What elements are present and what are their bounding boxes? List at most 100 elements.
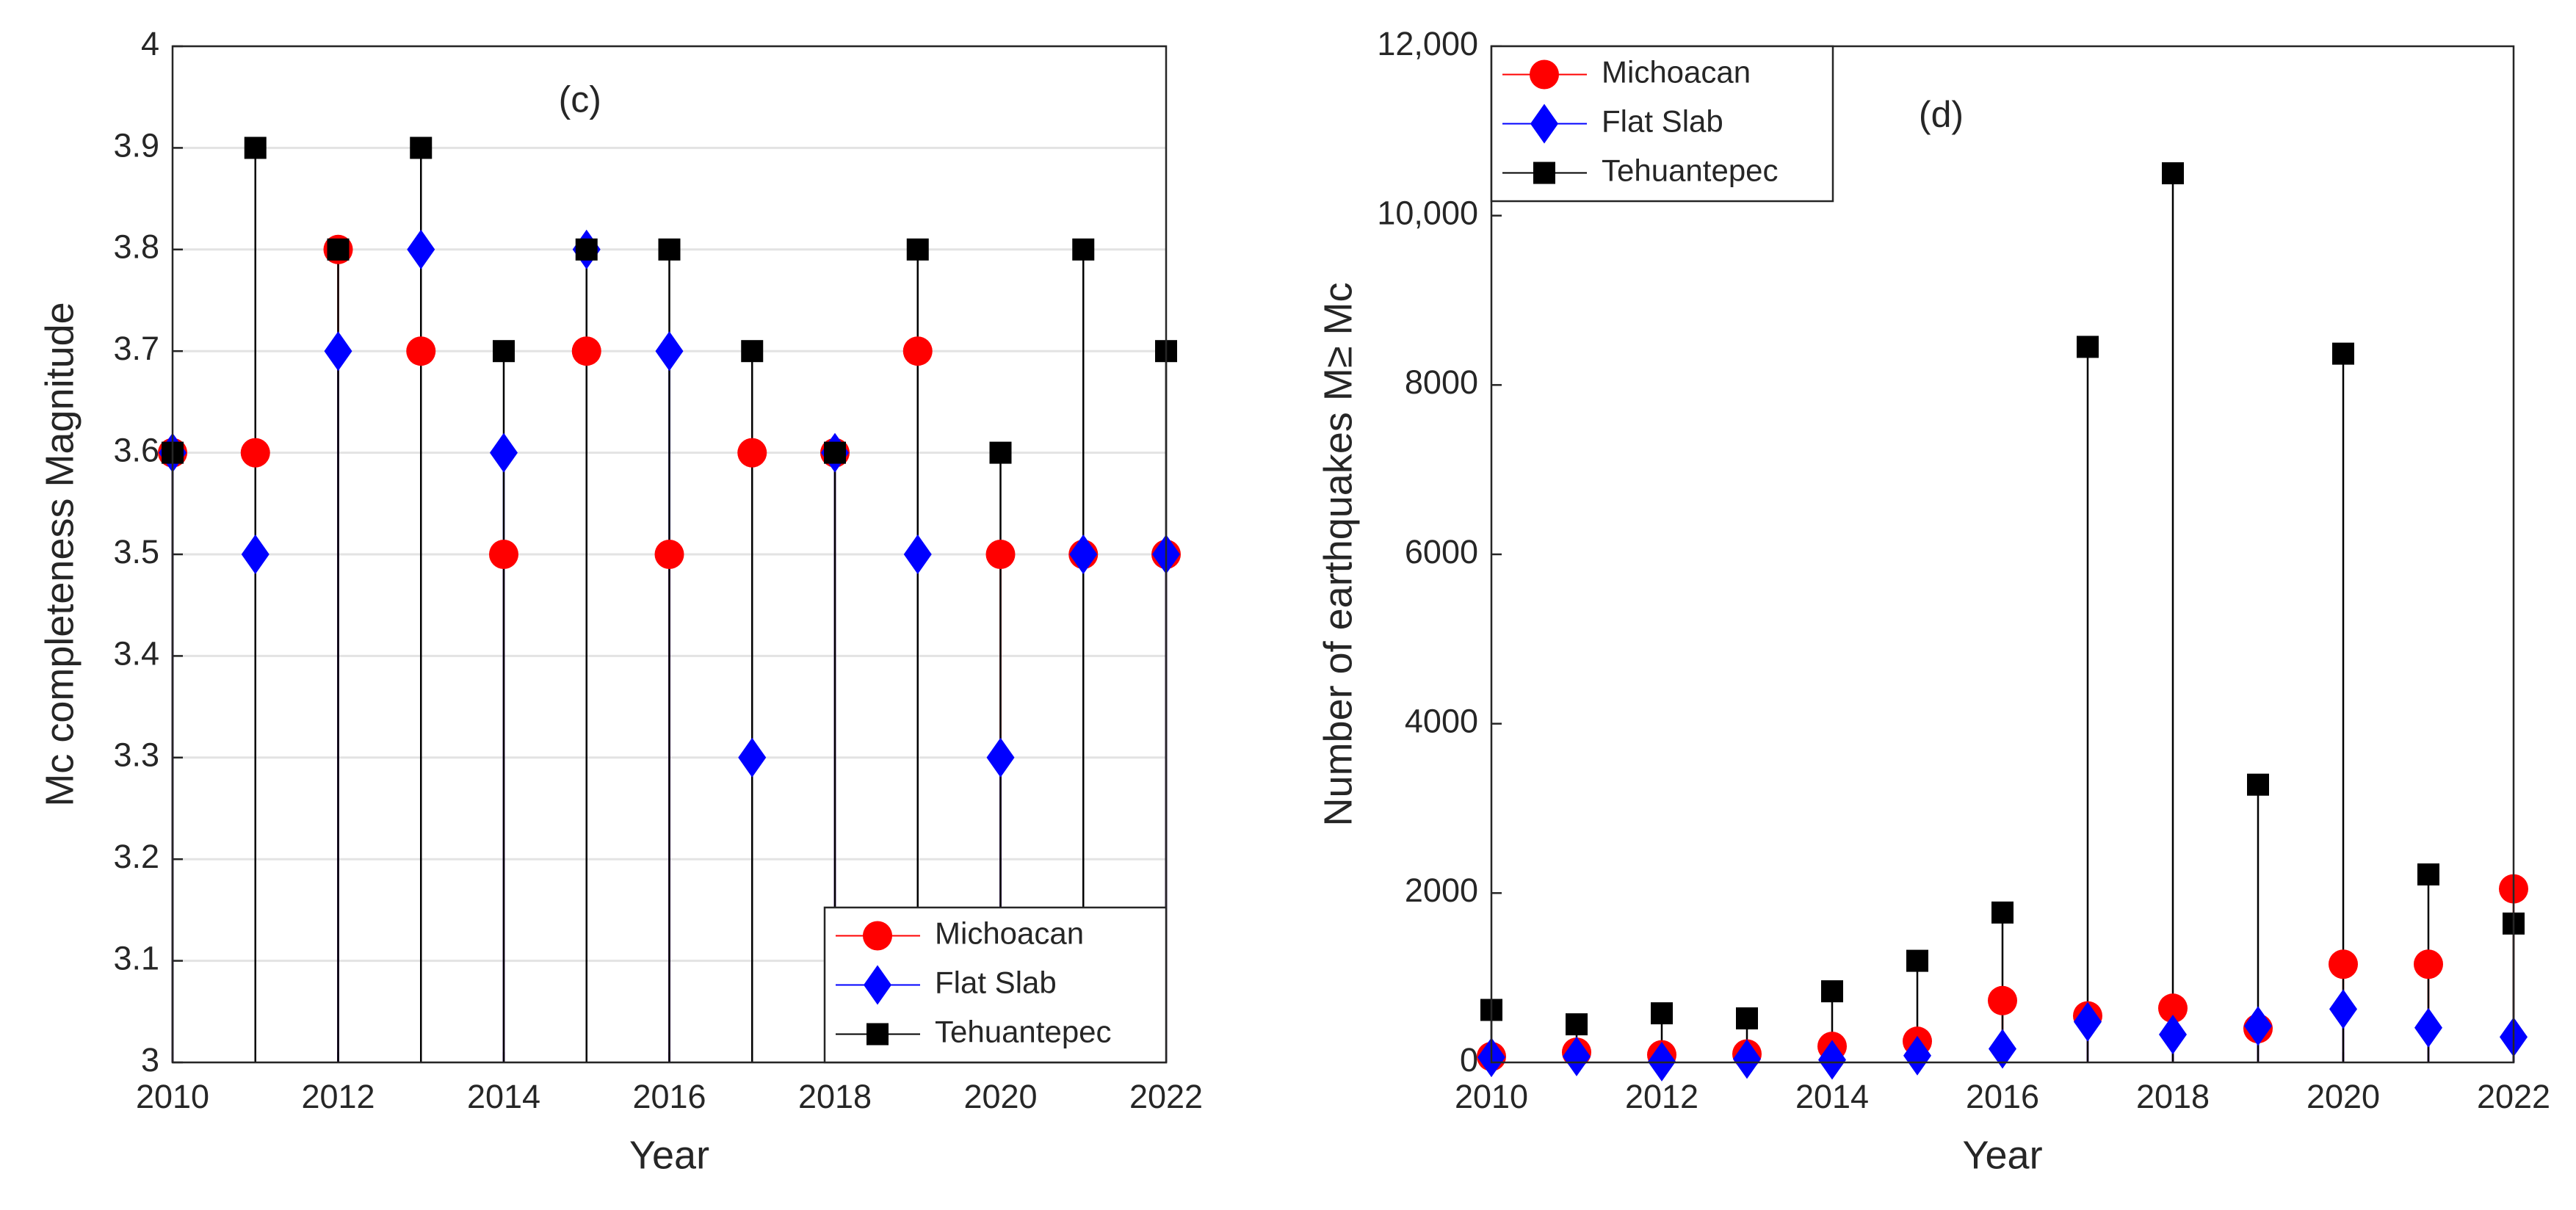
y-tick-label: 3.7 bbox=[113, 330, 159, 367]
marker bbox=[985, 540, 1016, 569]
y-tick-label: 3.1 bbox=[113, 939, 159, 977]
marker bbox=[407, 229, 435, 269]
axes-box bbox=[1490, 45, 2515, 1064]
y-axis-label: Mc completeness Magnitude bbox=[37, 302, 82, 806]
legend-label: Tehuantepec bbox=[935, 1015, 1112, 1049]
x-tick-label: 2014 bbox=[1795, 1078, 1869, 1115]
legend-label: Flat Slab bbox=[1602, 104, 1723, 139]
y-tick-label: 3.6 bbox=[113, 431, 159, 468]
marker bbox=[410, 137, 433, 159]
x-tick-label: 2022 bbox=[1129, 1078, 1203, 1115]
marker bbox=[1530, 104, 1558, 144]
marker bbox=[490, 432, 518, 473]
marker bbox=[902, 336, 933, 366]
marker bbox=[244, 137, 267, 159]
marker bbox=[824, 441, 846, 464]
y-tick-label: 3.5 bbox=[113, 533, 159, 570]
annotation: (c) bbox=[559, 79, 601, 120]
marker bbox=[737, 438, 767, 468]
y-tick-label: 3.8 bbox=[113, 228, 159, 266]
x-tick-label: 2020 bbox=[2307, 1078, 2380, 1115]
x-tick-label: 2010 bbox=[1455, 1078, 1528, 1115]
marker bbox=[406, 336, 436, 366]
axes-box bbox=[171, 45, 1168, 1064]
y-tick-label: 3.9 bbox=[113, 126, 159, 164]
marker bbox=[2329, 949, 2358, 979]
marker bbox=[1903, 1035, 1931, 1076]
marker bbox=[1566, 1013, 1588, 1036]
marker bbox=[2247, 773, 2269, 796]
marker bbox=[906, 238, 929, 261]
marker bbox=[738, 737, 767, 778]
y-tick-label: 3.2 bbox=[113, 838, 159, 875]
marker bbox=[1733, 1039, 1761, 1079]
marker bbox=[1818, 1040, 1846, 1080]
y-tick-label: 12,000 bbox=[1377, 25, 1478, 62]
marker bbox=[2158, 993, 2188, 1024]
y-tick-label: 2000 bbox=[1405, 872, 1478, 909]
y-tick-label: 4000 bbox=[1405, 703, 1478, 740]
legend-label: Michoacan bbox=[1602, 55, 1751, 90]
y-tick-label: 10,000 bbox=[1377, 195, 1478, 232]
y-tick-label: 3.3 bbox=[113, 736, 159, 774]
marker bbox=[2074, 1001, 2102, 1042]
marker bbox=[2329, 989, 2357, 1029]
x-tick-label: 2012 bbox=[301, 1078, 375, 1115]
y-tick-label: 0 bbox=[1460, 1041, 1478, 1079]
marker bbox=[741, 340, 764, 363]
marker bbox=[654, 540, 684, 569]
y-tick-label: 4 bbox=[141, 25, 159, 62]
marker bbox=[327, 238, 350, 261]
marker bbox=[571, 336, 601, 366]
y-tick-label: 6000 bbox=[1405, 533, 1478, 570]
marker bbox=[2417, 863, 2439, 885]
marker bbox=[655, 331, 684, 372]
marker bbox=[493, 340, 515, 363]
marker bbox=[2414, 1007, 2442, 1048]
marker bbox=[1530, 59, 1559, 90]
y-tick-label: 3.4 bbox=[113, 634, 159, 672]
legend: Michoacan Flat Slab Tehuantepec bbox=[823, 906, 1168, 1064]
marker bbox=[658, 238, 681, 261]
legend-label: Tehuantepec bbox=[1602, 153, 1779, 188]
marker bbox=[2332, 342, 2354, 365]
chart: 0 2000 4000 6000 8000 10,000 12,000 2010 2012 201… bbox=[1316, 25, 2550, 1177]
x-tick-label: 2022 bbox=[2477, 1078, 2550, 1115]
marker bbox=[986, 737, 1015, 778]
x-tick-label: 2018 bbox=[798, 1078, 872, 1115]
x-axis-label: Year bbox=[1962, 1133, 2042, 1177]
marker bbox=[240, 438, 270, 468]
marker bbox=[241, 535, 269, 574]
chart: 3 3.1 3.2 3.3 3.4 3.5 3.6 3.7 3.8 3.9 4 2010 2012 201… bbox=[37, 25, 1203, 1177]
marker bbox=[1821, 980, 1843, 1003]
marker bbox=[1736, 1007, 1758, 1030]
marker bbox=[866, 1023, 889, 1046]
y-tick-label: 8000 bbox=[1405, 363, 1478, 401]
x-tick-label: 2018 bbox=[2136, 1078, 2210, 1115]
marker bbox=[864, 965, 891, 1005]
marker bbox=[1651, 1002, 1673, 1025]
marker bbox=[2159, 1014, 2187, 1054]
annotation: (d) bbox=[1919, 94, 1964, 135]
x-tick-label: 2016 bbox=[632, 1078, 706, 1115]
marker bbox=[903, 535, 932, 574]
y-axis-label: Number of earthquakes M≥ Mc bbox=[1316, 283, 1360, 827]
marker bbox=[1991, 901, 2014, 924]
marker bbox=[2077, 336, 2099, 358]
marker bbox=[1989, 1029, 2016, 1069]
legend-label: Flat Slab bbox=[935, 966, 1057, 1000]
x-tick-label: 2014 bbox=[467, 1078, 540, 1115]
marker bbox=[2244, 1006, 2272, 1046]
marker bbox=[2414, 949, 2443, 979]
marker bbox=[863, 921, 892, 951]
marker bbox=[1988, 985, 2017, 1015]
marker bbox=[1069, 535, 1098, 574]
marker bbox=[1906, 949, 1928, 972]
marker bbox=[2162, 162, 2184, 184]
legend-label: Michoacan bbox=[935, 916, 1084, 951]
marker bbox=[489, 540, 518, 569]
marker bbox=[989, 441, 1012, 464]
